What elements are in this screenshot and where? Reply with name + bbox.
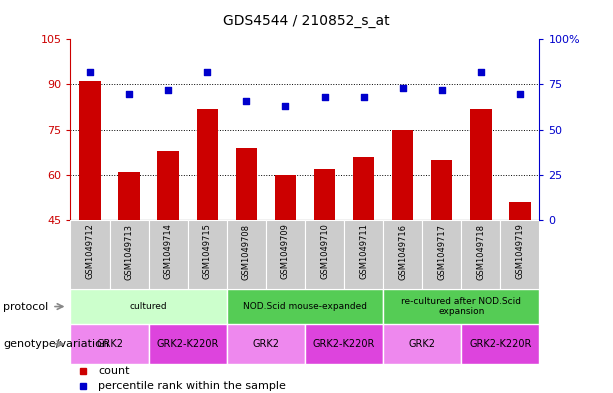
Text: GRK2-K220R: GRK2-K220R	[469, 339, 531, 349]
Bar	[470, 108, 492, 220]
Bar	[70, 289, 227, 324]
Text: cultured: cultured	[130, 302, 167, 311]
Text: GRK2: GRK2	[253, 339, 280, 349]
Bar	[431, 160, 452, 220]
Bar	[118, 172, 140, 220]
Text: count: count	[98, 366, 129, 376]
Text: GDS4544 / 210852_s_at: GDS4544 / 210852_s_at	[223, 14, 390, 28]
Bar	[314, 169, 335, 220]
Bar	[70, 220, 110, 289]
Point	[163, 87, 173, 93]
Bar	[353, 157, 375, 220]
Text: GRK2-K220R: GRK2-K220R	[156, 339, 219, 349]
Bar	[509, 202, 531, 220]
Point	[281, 103, 291, 109]
Text: GSM1049715: GSM1049715	[203, 224, 211, 279]
Point	[124, 90, 134, 97]
Point	[398, 85, 408, 91]
Text: GSM1049708: GSM1049708	[242, 224, 251, 279]
Text: GSM1049717: GSM1049717	[437, 224, 446, 279]
Text: percentile rank within the sample: percentile rank within the sample	[98, 381, 286, 391]
Bar	[305, 324, 383, 364]
Bar	[275, 175, 296, 220]
Bar	[392, 130, 413, 220]
Bar	[149, 324, 227, 364]
Text: NOD.Scid mouse-expanded: NOD.Scid mouse-expanded	[243, 302, 367, 311]
Bar	[70, 324, 149, 364]
Point	[515, 90, 525, 97]
Bar	[383, 324, 462, 364]
Bar	[305, 220, 344, 289]
Bar	[227, 324, 305, 364]
Text: GSM1049719: GSM1049719	[516, 224, 524, 279]
Text: GSM1049712: GSM1049712	[86, 224, 94, 279]
Text: GSM1049711: GSM1049711	[359, 224, 368, 279]
Text: GSM1049710: GSM1049710	[320, 224, 329, 279]
Text: GRK2: GRK2	[409, 339, 436, 349]
Text: GSM1049709: GSM1049709	[281, 224, 290, 279]
Text: GRK2: GRK2	[96, 339, 123, 349]
Bar	[149, 220, 188, 289]
Bar	[462, 324, 539, 364]
Text: GSM1049718: GSM1049718	[476, 224, 485, 279]
Bar	[197, 108, 218, 220]
Bar	[227, 289, 383, 324]
Point	[476, 69, 485, 75]
Point	[202, 69, 212, 75]
Text: GSM1049714: GSM1049714	[164, 224, 173, 279]
Bar	[266, 220, 305, 289]
Text: genotype/variation: genotype/variation	[3, 339, 109, 349]
Bar	[235, 148, 257, 220]
Point	[359, 94, 368, 100]
Bar	[110, 220, 149, 289]
Point	[242, 97, 251, 104]
Bar	[79, 81, 101, 220]
Bar	[344, 220, 383, 289]
Text: protocol: protocol	[3, 301, 48, 312]
Bar	[462, 220, 500, 289]
Bar	[158, 151, 179, 220]
Point	[319, 94, 329, 100]
Text: GSM1049713: GSM1049713	[124, 224, 134, 279]
Bar	[383, 220, 422, 289]
Point	[437, 87, 447, 93]
Text: GSM1049716: GSM1049716	[398, 224, 407, 279]
Bar	[383, 289, 539, 324]
Bar	[422, 220, 462, 289]
Text: re-cultured after NOD.Scid
expansion: re-cultured after NOD.Scid expansion	[402, 297, 521, 316]
Bar	[500, 220, 539, 289]
Text: GRK2-K220R: GRK2-K220R	[313, 339, 375, 349]
Point	[85, 69, 95, 75]
Bar	[227, 220, 266, 289]
Bar	[188, 220, 227, 289]
